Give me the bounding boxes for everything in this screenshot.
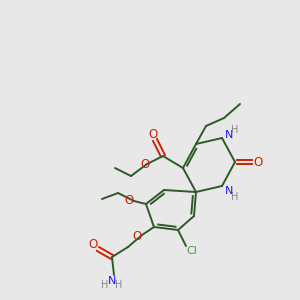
Text: H: H bbox=[231, 192, 239, 202]
Text: O: O bbox=[88, 238, 98, 251]
Text: H: H bbox=[115, 280, 123, 290]
Text: H: H bbox=[231, 125, 239, 135]
Text: N: N bbox=[108, 276, 116, 286]
Text: N: N bbox=[225, 186, 233, 196]
Text: O: O bbox=[132, 230, 142, 244]
Text: H: H bbox=[101, 280, 109, 290]
Text: O: O bbox=[148, 128, 158, 140]
Text: Cl: Cl bbox=[187, 246, 197, 256]
Text: O: O bbox=[140, 158, 150, 172]
Text: N: N bbox=[225, 130, 233, 140]
Text: O: O bbox=[124, 194, 134, 206]
Text: O: O bbox=[254, 155, 262, 169]
